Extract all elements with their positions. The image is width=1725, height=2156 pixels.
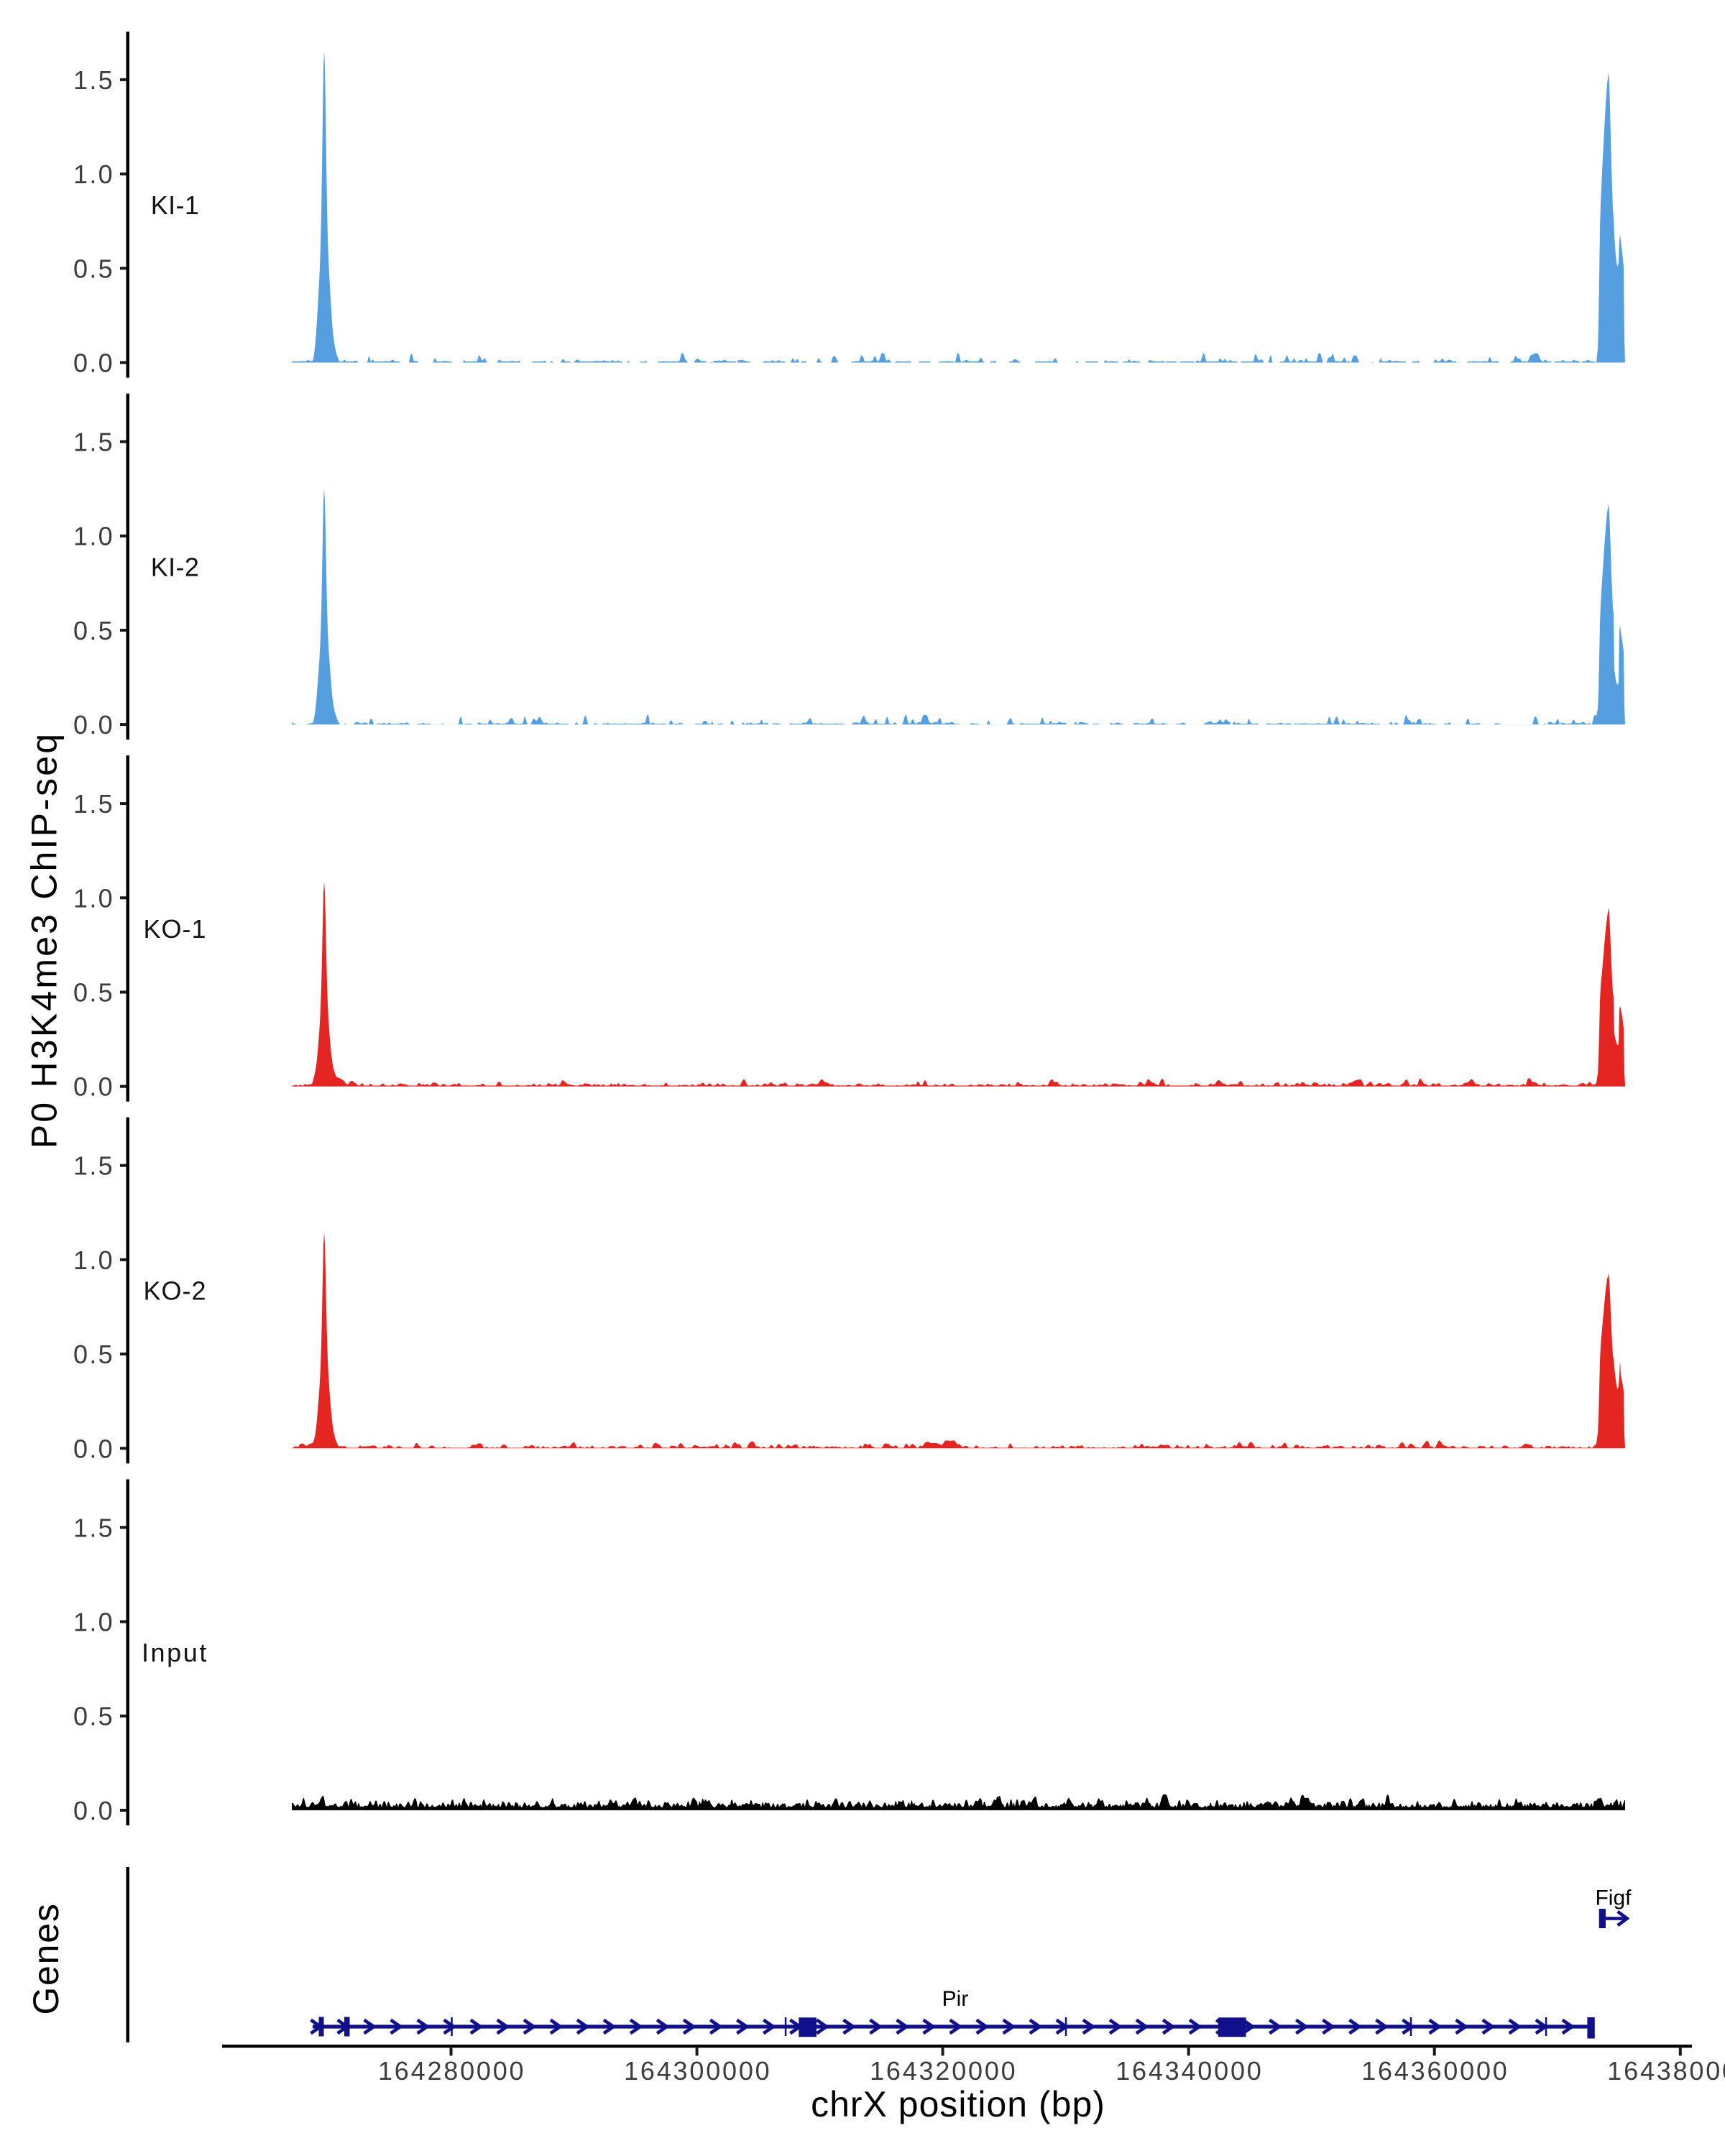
svg-text:1.5: 1.5 xyxy=(73,1151,114,1181)
svg-text:164320000: 164320000 xyxy=(870,2056,1017,2086)
svg-text:0.5: 0.5 xyxy=(73,978,114,1008)
svg-text:0.5: 0.5 xyxy=(73,254,114,283)
svg-text:164280000: 164280000 xyxy=(378,2056,525,2086)
svg-text:Input: Input xyxy=(142,1638,208,1667)
svg-text:KO-2: KO-2 xyxy=(143,1276,206,1306)
svg-text:0.0: 0.0 xyxy=(73,1072,114,1102)
svg-text:Genes: Genes xyxy=(26,1902,66,2014)
svg-text:1.5: 1.5 xyxy=(73,789,114,819)
svg-text:164360000: 164360000 xyxy=(1361,2056,1509,2086)
svg-text:0.5: 0.5 xyxy=(73,1702,114,1731)
svg-text:0.0: 0.0 xyxy=(73,349,114,378)
svg-text:P0 H3K4me3 ChIP-seq: P0 H3K4me3 ChIP-seq xyxy=(24,732,65,1149)
svg-text:1.0: 1.0 xyxy=(73,522,114,551)
svg-text:1.0: 1.0 xyxy=(73,1608,114,1637)
svg-text:KI-1: KI-1 xyxy=(151,190,200,220)
svg-text:0.0: 0.0 xyxy=(73,1796,114,1825)
svg-text:1.5: 1.5 xyxy=(73,428,114,457)
svg-text:164300000: 164300000 xyxy=(624,2056,771,2086)
svg-text:164380000: 164380000 xyxy=(1607,2056,1725,2086)
svg-text:164340000: 164340000 xyxy=(1116,2056,1263,2086)
svg-text:0.5: 0.5 xyxy=(73,1340,114,1369)
svg-text:chrX position (bp): chrX position (bp) xyxy=(811,2084,1105,2124)
svg-text:0.0: 0.0 xyxy=(73,1434,114,1463)
svg-text:KO-1: KO-1 xyxy=(143,914,206,944)
svg-text:Figf: Figf xyxy=(1595,1886,1632,1910)
svg-text:KI-2: KI-2 xyxy=(151,552,200,581)
svg-text:1.5: 1.5 xyxy=(73,65,114,95)
svg-text:Pir: Pir xyxy=(942,1987,969,2011)
svg-text:0.0: 0.0 xyxy=(73,710,114,740)
svg-text:1.5: 1.5 xyxy=(73,1513,114,1542)
svg-text:1.0: 1.0 xyxy=(73,1245,114,1275)
svg-text:1.0: 1.0 xyxy=(73,160,114,189)
svg-text:0.5: 0.5 xyxy=(73,616,114,645)
svg-text:1.0: 1.0 xyxy=(73,883,114,913)
